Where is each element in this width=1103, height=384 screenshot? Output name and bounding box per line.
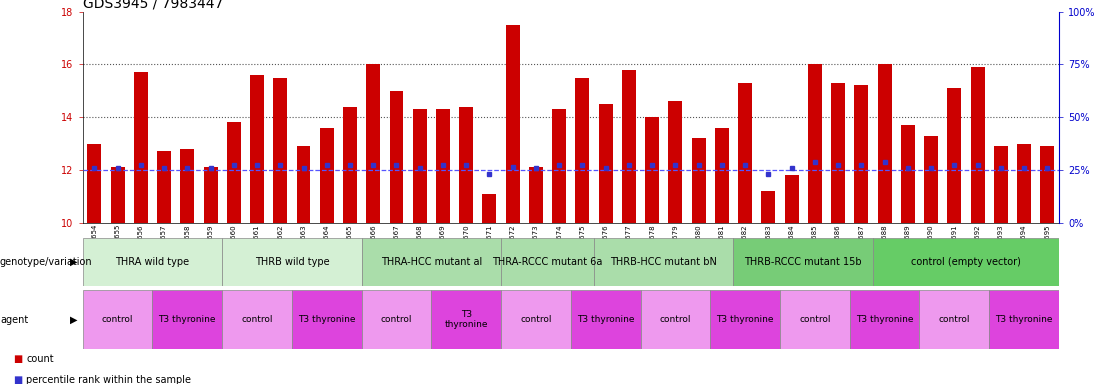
Bar <box>529 167 543 223</box>
Bar <box>855 86 868 223</box>
Text: THRA-RCCC mutant 6a: THRA-RCCC mutant 6a <box>492 257 602 267</box>
Bar <box>761 191 775 223</box>
Bar <box>733 238 872 286</box>
Bar <box>901 125 914 223</box>
Bar <box>362 238 501 286</box>
Bar <box>292 290 362 349</box>
Text: GDS3945 / 7983447: GDS3945 / 7983447 <box>83 0 223 10</box>
Text: THRA wild type: THRA wild type <box>116 257 190 267</box>
Bar <box>622 70 635 223</box>
Bar <box>459 106 473 223</box>
Text: THRB wild type: THRB wild type <box>255 257 329 267</box>
Text: T3 thyronine: T3 thyronine <box>298 315 355 324</box>
Bar <box>710 290 780 349</box>
Text: control: control <box>101 315 133 324</box>
Bar <box>362 290 431 349</box>
Bar <box>366 64 381 223</box>
Bar <box>692 138 706 223</box>
Bar <box>994 146 1008 223</box>
Bar <box>872 238 1059 286</box>
Text: agent: agent <box>0 314 29 325</box>
Bar <box>87 144 101 223</box>
Bar <box>110 167 125 223</box>
Bar <box>505 25 520 223</box>
Text: THRB-RCCC mutant 15b: THRB-RCCC mutant 15b <box>745 257 863 267</box>
Bar <box>180 149 194 223</box>
Bar <box>227 122 240 223</box>
Bar <box>641 290 710 349</box>
Bar <box>274 78 287 223</box>
Text: control: control <box>381 315 413 324</box>
Bar <box>947 88 961 223</box>
Bar <box>920 290 989 349</box>
Text: control (empty vector): control (empty vector) <box>911 257 1021 267</box>
Bar <box>576 78 589 223</box>
Bar <box>924 136 938 223</box>
Text: control: control <box>660 315 692 324</box>
Text: T3 thyronine: T3 thyronine <box>995 315 1052 324</box>
Text: control: control <box>939 315 970 324</box>
Text: control: control <box>521 315 552 324</box>
Bar <box>715 127 729 223</box>
Bar <box>204 167 217 223</box>
Bar <box>297 146 310 223</box>
Text: T3 thyronine: T3 thyronine <box>159 315 216 324</box>
Bar <box>320 127 334 223</box>
Bar <box>222 238 362 286</box>
Bar <box>152 290 222 349</box>
Text: ▶: ▶ <box>69 257 77 267</box>
Text: genotype/variation: genotype/variation <box>0 257 93 267</box>
Bar <box>413 109 427 223</box>
Bar <box>831 83 845 223</box>
Text: ■: ■ <box>13 354 22 364</box>
Bar <box>436 109 450 223</box>
Bar <box>83 290 152 349</box>
Bar <box>878 64 891 223</box>
Bar <box>553 109 566 223</box>
Bar <box>501 290 570 349</box>
Bar <box>780 290 849 349</box>
Bar <box>343 106 357 223</box>
Bar <box>83 238 222 286</box>
Text: THRB-HCC mutant bN: THRB-HCC mutant bN <box>610 257 717 267</box>
Bar <box>389 91 404 223</box>
Text: count: count <box>26 354 54 364</box>
Text: THRA-HCC mutant al: THRA-HCC mutant al <box>381 257 482 267</box>
Text: T3 thyronine: T3 thyronine <box>856 315 913 324</box>
Text: ▶: ▶ <box>69 314 77 325</box>
Bar <box>1040 146 1054 223</box>
Bar <box>784 175 799 223</box>
Bar <box>1017 144 1031 223</box>
Bar <box>250 75 264 223</box>
Bar <box>570 290 641 349</box>
Text: control: control <box>242 315 272 324</box>
Bar <box>431 290 501 349</box>
Text: T3 thyronine: T3 thyronine <box>716 315 774 324</box>
Text: control: control <box>799 315 831 324</box>
Bar <box>501 238 595 286</box>
Bar <box>595 238 733 286</box>
Text: percentile rank within the sample: percentile rank within the sample <box>26 375 192 384</box>
Bar <box>849 290 920 349</box>
Bar <box>482 194 496 223</box>
Bar <box>157 151 171 223</box>
Bar <box>738 83 752 223</box>
Bar <box>807 64 822 223</box>
Bar <box>222 290 292 349</box>
Text: T3
thyronine: T3 thyronine <box>445 310 488 329</box>
Bar <box>668 101 683 223</box>
Bar <box>971 67 985 223</box>
Bar <box>645 117 660 223</box>
Bar <box>133 72 148 223</box>
Text: ■: ■ <box>13 375 22 384</box>
Bar <box>599 104 612 223</box>
Text: T3 thyronine: T3 thyronine <box>577 315 634 324</box>
Bar <box>989 290 1059 349</box>
